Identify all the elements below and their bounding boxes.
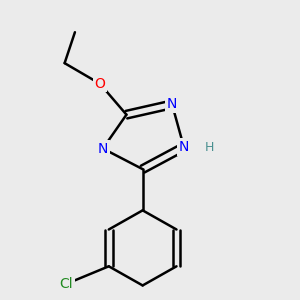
Text: N: N — [167, 98, 177, 111]
Text: O: O — [94, 77, 105, 91]
Text: Cl: Cl — [59, 277, 73, 291]
Text: N: N — [98, 142, 108, 155]
Text: N: N — [179, 140, 189, 154]
Text: H: H — [205, 141, 214, 154]
